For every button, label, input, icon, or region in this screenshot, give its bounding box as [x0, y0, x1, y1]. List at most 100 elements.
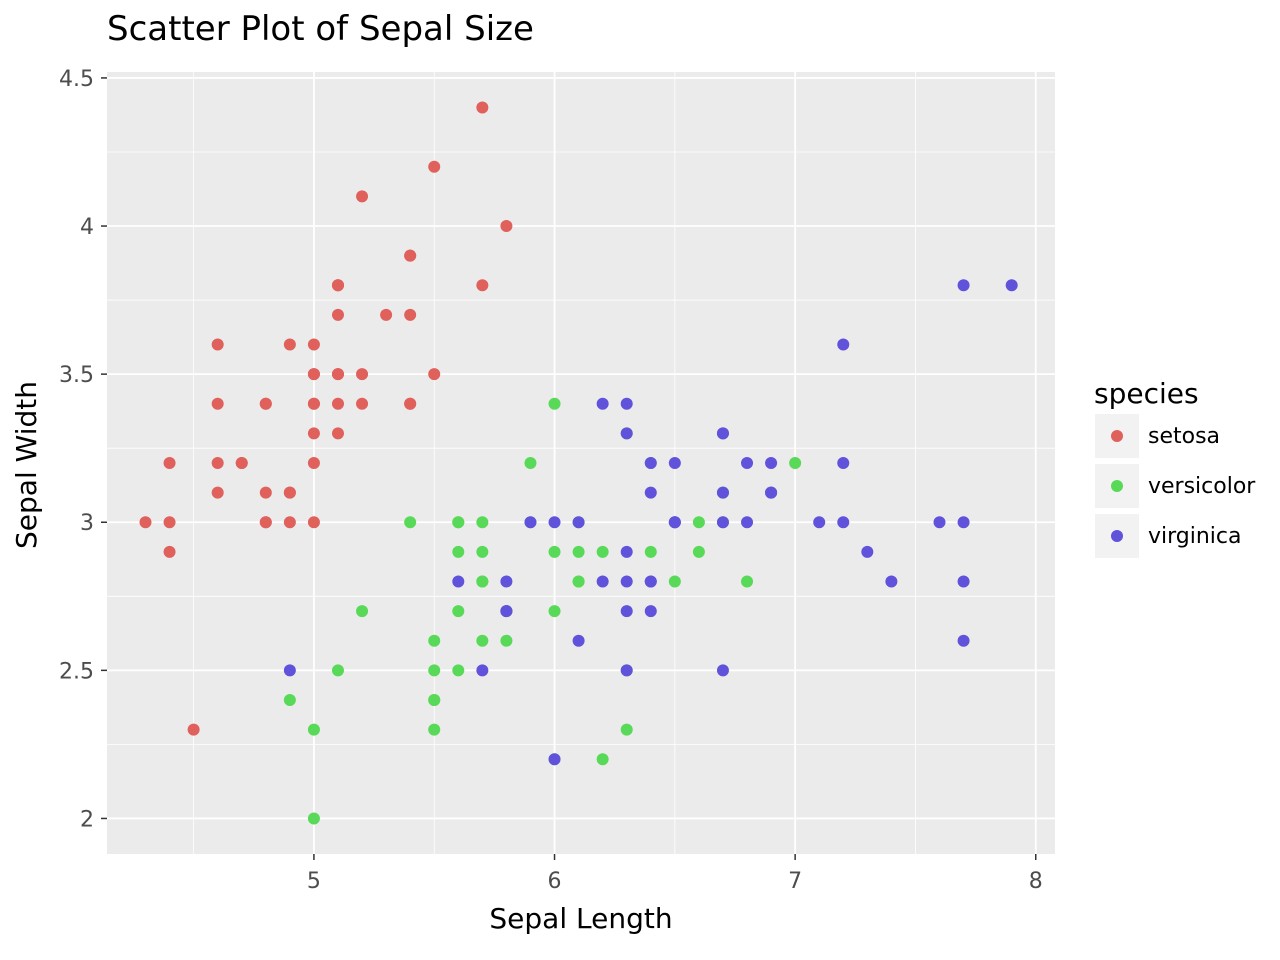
- y-tick-label: 3.5: [59, 363, 94, 388]
- data-point-virginica: [837, 457, 850, 469]
- data-point-virginica: [668, 457, 681, 469]
- y-tick-label: 2: [80, 807, 94, 832]
- legend-title: species: [1094, 377, 1199, 410]
- data-point-setosa: [331, 308, 344, 321]
- data-point-setosa: [163, 545, 176, 558]
- data-point-setosa: [356, 190, 369, 203]
- data-point-versicolor: [644, 545, 657, 558]
- data-point-virginica: [885, 575, 898, 588]
- y-tick-label: 4.5: [59, 67, 94, 92]
- data-point-versicolor: [620, 723, 633, 736]
- x-tick-label: 8: [1029, 869, 1043, 894]
- data-point-versicolor: [428, 723, 441, 736]
- legend-key-setosa: [1111, 430, 1123, 442]
- data-point-virginica: [283, 664, 296, 677]
- chart-title: Scatter Plot of Sepal Size: [107, 9, 534, 49]
- data-point-virginica: [500, 605, 513, 618]
- data-point-virginica: [933, 516, 946, 529]
- data-point-virginica: [476, 664, 489, 677]
- x-axis-title: Sepal Length: [489, 902, 672, 935]
- data-point-virginica: [644, 605, 657, 618]
- data-point-versicolor: [331, 664, 344, 677]
- data-point-virginica: [741, 457, 754, 469]
- data-point-versicolor: [476, 516, 489, 529]
- data-point-virginica: [524, 516, 537, 529]
- data-point-virginica: [644, 575, 657, 588]
- data-point-versicolor: [307, 723, 320, 736]
- data-point-setosa: [404, 249, 417, 262]
- data-point-setosa: [356, 397, 369, 410]
- data-point-setosa: [307, 427, 320, 440]
- x-axis-ticks: 5 6 7 8: [307, 854, 1043, 894]
- data-point-setosa: [428, 160, 441, 173]
- y-tick-label: 2.5: [59, 659, 94, 684]
- data-point-virginica: [620, 545, 633, 558]
- data-point-setosa: [211, 457, 224, 469]
- y-axis-ticks: 2 2.5 3 3.5 4 4.5: [59, 67, 107, 832]
- data-point-versicolor: [307, 812, 320, 825]
- grid-minor: [107, 72, 1055, 854]
- data-point-virginica: [957, 279, 970, 292]
- data-point-virginica: [548, 753, 561, 766]
- data-point-versicolor: [596, 753, 609, 766]
- data-point-virginica: [620, 397, 633, 410]
- data-point-virginica: [596, 575, 609, 588]
- data-point-setosa: [163, 516, 176, 529]
- data-point-versicolor: [741, 575, 754, 588]
- data-point-setosa: [211, 486, 224, 499]
- data-point-setosa: [307, 368, 320, 381]
- data-point-setosa: [139, 516, 152, 529]
- legend-key-virginica: [1111, 530, 1123, 542]
- data-point-setosa: [476, 279, 489, 292]
- data-point-setosa: [307, 457, 320, 469]
- data-point-versicolor: [476, 634, 489, 647]
- data-point-setosa: [476, 101, 489, 114]
- data-point-virginica: [765, 486, 778, 499]
- x-tick-label: 7: [788, 869, 802, 894]
- data-point-setosa: [211, 397, 224, 410]
- data-point-setosa: [404, 397, 417, 410]
- x-tick-label: 5: [307, 869, 321, 894]
- data-point-setosa: [331, 427, 344, 440]
- data-point-setosa: [428, 368, 441, 381]
- data-point-versicolor: [572, 575, 585, 588]
- data-point-versicolor: [452, 605, 465, 618]
- data-point-setosa: [235, 457, 248, 469]
- data-point-versicolor: [548, 605, 561, 618]
- data-point-virginica: [837, 516, 850, 529]
- data-point-virginica: [716, 486, 729, 499]
- data-point-versicolor: [548, 545, 561, 558]
- data-point-virginica: [452, 575, 465, 588]
- data-point-virginica: [957, 516, 970, 529]
- data-point-virginica: [668, 516, 681, 529]
- data-point-virginica: [957, 634, 970, 647]
- data-point-setosa: [163, 457, 176, 469]
- data-point-virginica: [500, 575, 513, 588]
- data-point-setosa: [283, 516, 296, 529]
- data-point-versicolor: [524, 457, 537, 469]
- data-point-versicolor: [452, 516, 465, 529]
- data-point-setosa: [259, 516, 272, 529]
- data-point-setosa: [259, 486, 272, 499]
- data-point-setosa: [404, 308, 417, 321]
- data-point-virginica: [572, 516, 585, 529]
- data-point-virginica: [741, 516, 754, 529]
- data-point-versicolor: [668, 575, 681, 588]
- data-point-versicolor: [572, 545, 585, 558]
- data-point-virginica: [957, 575, 970, 588]
- data-point-virginica: [765, 457, 778, 469]
- data-point-virginica: [620, 575, 633, 588]
- legend-label-virginica: virginica: [1148, 524, 1242, 549]
- data-point-versicolor: [452, 545, 465, 558]
- x-tick-label: 6: [548, 869, 562, 894]
- data-point-versicolor: [596, 545, 609, 558]
- data-point-setosa: [500, 220, 513, 233]
- data-point-setosa: [283, 338, 296, 351]
- data-point-virginica: [813, 516, 826, 529]
- legend-items: setosa versicolor virginica: [1095, 414, 1256, 558]
- data-point-virginica: [548, 516, 561, 529]
- data-point-setosa: [307, 516, 320, 529]
- y-tick-label: 3: [80, 511, 94, 536]
- data-point-versicolor: [428, 664, 441, 677]
- data-point-versicolor: [500, 634, 513, 647]
